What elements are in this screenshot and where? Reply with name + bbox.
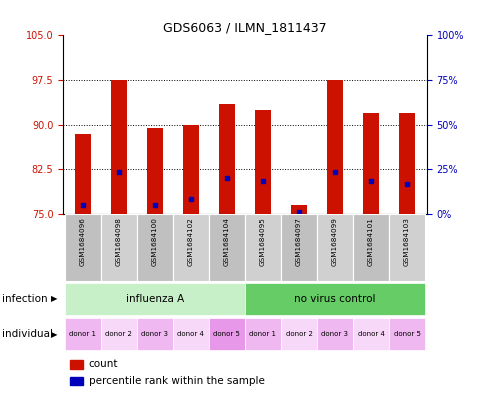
Bar <box>317 318 352 350</box>
Bar <box>290 205 306 214</box>
Text: ▶: ▶ <box>51 330 58 338</box>
Bar <box>244 283 424 314</box>
Text: GSM1684097: GSM1684097 <box>295 218 302 266</box>
Text: donor 1: donor 1 <box>249 331 276 337</box>
Bar <box>280 318 317 350</box>
Text: GSM1684104: GSM1684104 <box>224 218 229 266</box>
Bar <box>244 214 280 281</box>
Bar <box>136 214 172 281</box>
Bar <box>398 113 414 214</box>
Bar <box>101 214 136 281</box>
Text: GSM1684100: GSM1684100 <box>151 218 158 266</box>
Text: GSM1684103: GSM1684103 <box>403 218 409 266</box>
Text: no virus control: no virus control <box>294 294 375 304</box>
Bar <box>326 80 342 214</box>
Text: donor 5: donor 5 <box>393 331 420 337</box>
Bar <box>172 318 209 350</box>
Text: donor 4: donor 4 <box>177 331 204 337</box>
Bar <box>75 134 91 214</box>
Text: influenza A: influenza A <box>125 294 183 304</box>
Text: GSM1684096: GSM1684096 <box>80 218 86 266</box>
Bar <box>218 104 235 214</box>
Bar <box>70 377 83 385</box>
Title: GDS6063 / ILMN_1811437: GDS6063 / ILMN_1811437 <box>163 21 326 34</box>
Text: donor 2: donor 2 <box>105 331 132 337</box>
Text: percentile rank within the sample: percentile rank within the sample <box>88 376 264 386</box>
Bar <box>254 110 271 214</box>
Text: donor 4: donor 4 <box>357 331 384 337</box>
Bar <box>352 318 388 350</box>
Bar <box>280 214 317 281</box>
Bar <box>209 318 244 350</box>
Bar <box>244 318 280 350</box>
Text: donor 3: donor 3 <box>321 331 348 337</box>
Bar <box>110 80 127 214</box>
Bar <box>209 214 244 281</box>
Bar <box>70 360 83 369</box>
Bar <box>136 318 172 350</box>
Text: GSM1684101: GSM1684101 <box>367 218 373 266</box>
Bar <box>172 214 209 281</box>
Text: GSM1684102: GSM1684102 <box>187 218 194 266</box>
Text: ▶: ▶ <box>51 294 58 303</box>
Text: GSM1684099: GSM1684099 <box>331 218 337 266</box>
Bar <box>65 283 244 314</box>
Bar <box>388 318 424 350</box>
Text: individual: individual <box>2 329 53 339</box>
Text: count: count <box>88 360 118 369</box>
Bar <box>388 214 424 281</box>
Text: GSM1684098: GSM1684098 <box>116 218 121 266</box>
Text: donor 3: donor 3 <box>141 331 168 337</box>
Bar <box>65 214 101 281</box>
Bar <box>65 318 101 350</box>
Text: infection: infection <box>2 294 48 304</box>
Text: donor 2: donor 2 <box>285 331 312 337</box>
Bar <box>147 128 163 214</box>
Bar <box>182 125 198 214</box>
Bar <box>317 214 352 281</box>
Text: donor 1: donor 1 <box>69 331 96 337</box>
Bar <box>352 214 388 281</box>
Bar <box>101 318 136 350</box>
Text: donor 5: donor 5 <box>213 331 240 337</box>
Text: GSM1684095: GSM1684095 <box>259 218 265 266</box>
Bar <box>362 113 378 214</box>
